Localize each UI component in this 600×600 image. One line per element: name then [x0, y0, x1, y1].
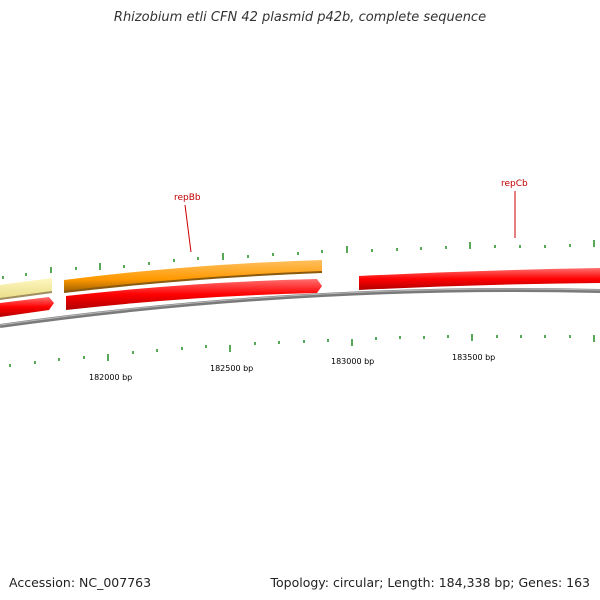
coordinate-label-183000: 183000 bp [331, 357, 374, 366]
accession-text: Accession: NC_007763 [9, 575, 152, 590]
gene-repBb-base [63, 271, 323, 293]
gene-pale-left-base [0, 291, 53, 300]
backbone [0, 288, 600, 328]
gene-repBb[interactable] [64, 260, 322, 292]
gene-red-middle[interactable] [66, 279, 322, 310]
coordinate-label-182000: 182000 bp [89, 373, 132, 382]
coordinate-label-182500: 182500 bp [210, 364, 253, 373]
gene-label-repCb: repCb [501, 179, 528, 189]
topology-summary-text: Topology: circular; Length: 184,338 bp; … [270, 575, 591, 590]
gene-repCb[interactable] [359, 268, 600, 290]
coordinate-label-183500: 183500 bp [452, 353, 495, 362]
map-title: Rhizobium etli CFN 42 plasmid p42b, comp… [113, 10, 487, 25]
outer-ticks [2, 240, 595, 279]
inner-ticks [9, 334, 595, 367]
backbone-highlight [0, 288, 600, 326]
gene-red-left[interactable] [0, 297, 54, 317]
repBb-leader-line [184, 204, 192, 253]
gene-label-repBb: repBb [174, 193, 201, 203]
